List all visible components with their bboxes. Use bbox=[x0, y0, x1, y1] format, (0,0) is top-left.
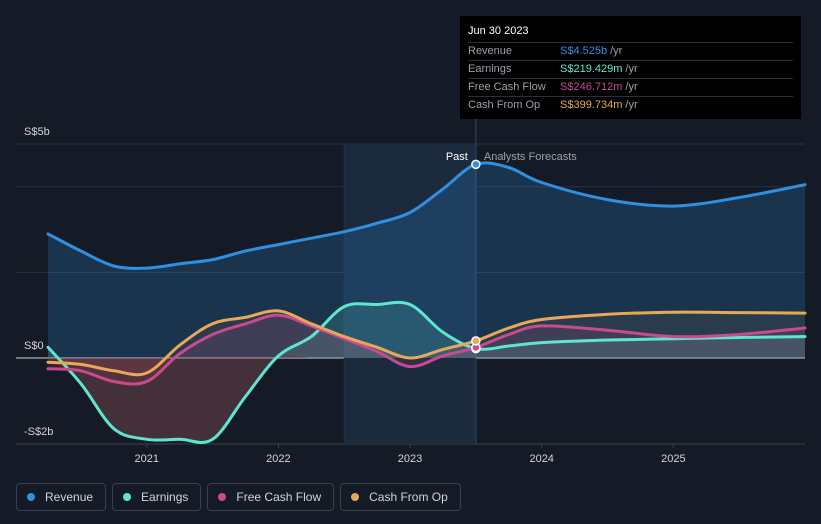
line-revenue bbox=[46, 161, 807, 270]
marker-revenue bbox=[471, 159, 481, 170]
x-axis: 2021 2022 2023 2024 2025 bbox=[134, 444, 686, 465]
past-label: Past bbox=[446, 151, 468, 163]
tooltip-label: Free Cash Flow bbox=[468, 81, 546, 93]
tooltip-value: S$246.712m bbox=[560, 81, 623, 93]
tooltip-value: S$4.525b bbox=[560, 45, 608, 57]
x-tick-label: 2021 bbox=[134, 453, 158, 465]
x-tick-label: 2024 bbox=[529, 453, 553, 465]
tooltip-label: Revenue bbox=[468, 45, 513, 57]
chart-legend: Revenue Earnings Free Cash Flow Cash Fro… bbox=[16, 483, 461, 511]
legend-label: Free Cash Flow bbox=[236, 490, 322, 504]
past-forecast-divider: Past Analysts Forecasts bbox=[446, 151, 577, 163]
series-markers bbox=[471, 159, 481, 354]
legend-item-revenue[interactable]: Revenue bbox=[16, 483, 107, 511]
tooltip-row-cash-from-op: Cash From Op S$399.734m /yr bbox=[468, 97, 793, 114]
series-lines bbox=[46, 161, 807, 444]
highlight-region bbox=[343, 16, 477, 444]
x-tick-label: 2023 bbox=[398, 453, 422, 465]
area-earnings-negative bbox=[48, 355, 805, 443]
legend-item-free-cash-flow[interactable]: Free Cash Flow bbox=[207, 483, 335, 511]
tooltip-value: S$219.429m bbox=[560, 63, 623, 75]
y-tick-label-zero: S$0 bbox=[24, 340, 44, 352]
legend-item-cash-from-op[interactable]: Cash From Op bbox=[340, 483, 461, 511]
y-tick-label-top: S$5b bbox=[24, 126, 50, 138]
area-revenue bbox=[48, 162, 805, 358]
legend-dot-icon bbox=[123, 493, 132, 501]
x-tick-label: 2025 bbox=[661, 453, 685, 465]
legend-dot-icon bbox=[27, 493, 35, 501]
tooltip-row-earnings: Earnings S$219.429m /yr bbox=[468, 61, 793, 79]
legend-label: Earnings bbox=[141, 490, 189, 504]
tooltip-unit: /yr bbox=[625, 81, 638, 93]
tooltip-row-revenue: Revenue S$4.525b /yr bbox=[468, 43, 793, 61]
tooltip-value: S$399.734m bbox=[560, 99, 623, 111]
tooltip-unit: /yr bbox=[625, 99, 638, 111]
marker-cfo bbox=[471, 336, 481, 346]
tooltip-date: Jun 30 2023 bbox=[468, 24, 793, 43]
forecast-label: Analysts Forecasts bbox=[484, 151, 577, 163]
tooltip-unit: /yr bbox=[625, 63, 638, 75]
legend-dot-icon bbox=[351, 493, 360, 501]
legend-dot-icon bbox=[218, 493, 227, 501]
past-highlight-band bbox=[344, 144, 476, 444]
tooltip-label: Cash From Op bbox=[468, 99, 541, 111]
legend-label: Revenue bbox=[45, 490, 94, 504]
tooltip-label: Earnings bbox=[468, 63, 512, 75]
line-earnings bbox=[46, 300, 807, 444]
x-tick-label: 2022 bbox=[266, 453, 290, 465]
data-tooltip: Jun 30 2023 Revenue S$4.525b /yr Earning… bbox=[460, 16, 801, 119]
tooltip-unit: /yr bbox=[610, 45, 623, 57]
legend-label: Cash From Op bbox=[369, 490, 448, 504]
y-tick-label-bottom: -S$2b bbox=[24, 426, 54, 438]
line-cfo bbox=[46, 309, 807, 377]
line-fcf bbox=[46, 313, 807, 386]
tooltip-row-free-cash-flow: Free Cash Flow S$246.712m /yr bbox=[468, 79, 793, 97]
legend-item-earnings[interactable]: Earnings bbox=[112, 483, 202, 511]
